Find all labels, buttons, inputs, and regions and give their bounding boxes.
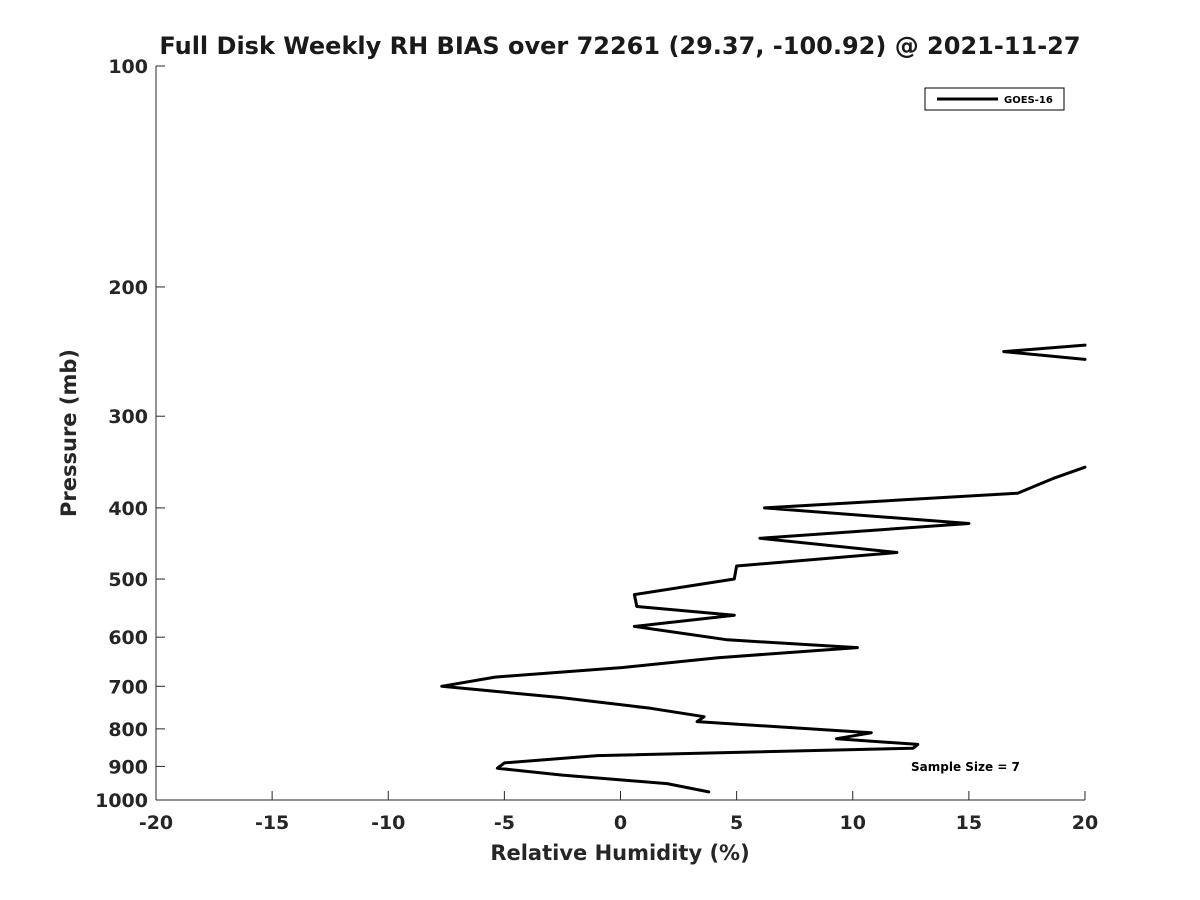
x-axis-title: Relative Humidity (%) [490, 841, 749, 865]
y-tick-label: 600 [108, 627, 148, 649]
y-tick-label: 500 [108, 569, 148, 591]
y-tick-label: 800 [108, 719, 148, 741]
x-tick-label: 5 [730, 812, 743, 834]
series-line-goes16 [1002, 343, 1087, 361]
x-tick-label: -20 [139, 812, 173, 834]
legend: GOES-16 [924, 87, 1065, 111]
x-tick-label: 15 [956, 812, 982, 834]
y-tick-label: 900 [108, 756, 148, 778]
legend-label-goes16: GOES-16 [1004, 95, 1053, 106]
y-tick-label: 700 [108, 676, 148, 698]
chart-title: Full Disk Weekly RH BIAS over 72261 (29.… [159, 32, 1080, 60]
y-axis-ticks: 100 200 300 400 500 600 700 800 900 1000 [95, 56, 165, 812]
x-tick-label: -5 [494, 812, 515, 834]
series-line-goes16 [440, 465, 1087, 794]
series-layer [440, 343, 1087, 794]
x-tick-label: 10 [840, 812, 866, 834]
x-axis-ticks: -20 -15 -10 -5 0 5 10 15 20 [139, 791, 1098, 834]
y-axis-title: Pressure (mb) [57, 349, 81, 517]
x-tick-label: -15 [255, 812, 289, 834]
plot-axes [155, 66, 1085, 801]
x-tick-label: -10 [371, 812, 405, 834]
x-tick-label: 20 [1072, 812, 1098, 834]
y-tick-label: 300 [108, 406, 148, 428]
y-tick-label: 100 [108, 56, 148, 78]
y-tick-label: 400 [108, 498, 148, 520]
sample-size-annotation: Sample Size = 7 [911, 760, 1020, 774]
y-tick-label: 200 [108, 277, 148, 299]
x-tick-label: 0 [614, 812, 627, 834]
y-tick-label: 1000 [95, 790, 148, 812]
